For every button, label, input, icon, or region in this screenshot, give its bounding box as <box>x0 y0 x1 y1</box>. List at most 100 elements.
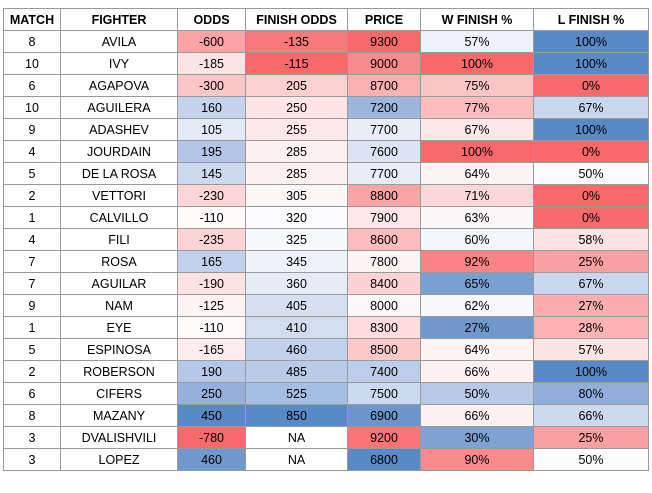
table-cell: 6 <box>3 74 61 97</box>
table-cell: 285 <box>245 162 348 185</box>
table-body: 8 AVILA -600 -135 9300 57% 100% 10 IVY -185 -115 90… <box>3 30 649 471</box>
table-cell: -135 <box>245 30 348 53</box>
table-cell: 525 <box>245 382 348 405</box>
table-cell: -110 <box>177 206 246 229</box>
table-cell: AGUILERA <box>60 96 178 119</box>
table-cell: 8000 <box>347 294 421 317</box>
table-cell: 100% <box>420 52 534 75</box>
table-cell: ROSA <box>60 250 178 273</box>
table-cell: 50% <box>533 448 649 471</box>
table-cell: 62% <box>420 294 534 317</box>
table-cell: 7 <box>3 272 61 295</box>
table-cell: 9300 <box>347 30 421 53</box>
table-cell: 50% <box>420 382 534 405</box>
table-cell: 57% <box>420 30 534 53</box>
table-cell: -115 <box>245 52 348 75</box>
table-cell: 250 <box>177 382 246 405</box>
table-cell: NA <box>245 448 348 471</box>
table-cell: 4 <box>3 228 61 251</box>
table-cell: 100% <box>533 52 649 75</box>
table-row: 4 JOURDAIN 195 285 7600 100% 0% <box>3 140 649 163</box>
table-cell: -600 <box>177 30 246 53</box>
header-cell: L FINISH % <box>533 8 649 31</box>
table-row: 10 AGUILERA 160 250 7200 77% 67% <box>3 96 649 119</box>
table-row: 2 VETTORI -230 305 8800 71% 0% <box>3 184 649 207</box>
table-cell: -300 <box>177 74 246 97</box>
table-row: 2 ROBERSON 190 485 7400 66% 100% <box>3 360 649 383</box>
table-cell: 10 <box>3 52 61 75</box>
table-row: 8 MAZANY 450 850 6900 66% 66% <box>3 404 649 427</box>
table-cell: 190 <box>177 360 246 383</box>
table-cell: 64% <box>420 338 534 361</box>
table-cell: 67% <box>420 118 534 141</box>
table-cell: 2 <box>3 184 61 207</box>
table-cell: 165 <box>177 250 246 273</box>
table-cell: 75% <box>420 74 534 97</box>
table-cell: 30% <box>420 426 534 449</box>
fighter-table: MATCH FIGHTER ODDS FINISH ODDS PRICE W FINISH… <box>3 8 649 471</box>
table-cell: -125 <box>177 294 246 317</box>
table-cell: 63% <box>420 206 534 229</box>
table-cell: 285 <box>245 140 348 163</box>
table-cell: 255 <box>245 118 348 141</box>
table-cell: 0% <box>533 184 649 207</box>
table-cell: 8 <box>3 30 61 53</box>
table-cell: 405 <box>245 294 348 317</box>
header-cell: ODDS <box>177 8 246 31</box>
table-row: 5 DE LA ROSA 145 285 7700 64% 50% <box>3 162 649 185</box>
table-cell: 360 <box>245 272 348 295</box>
table-row: 8 AVILA -600 -135 9300 57% 100% <box>3 30 649 53</box>
table-cell: 8800 <box>347 184 421 207</box>
table-cell: 25% <box>533 426 649 449</box>
table-row: 7 ROSA 165 345 7800 92% 25% <box>3 250 649 273</box>
header-cell: FIGHTER <box>60 8 178 31</box>
table-cell: 3 <box>3 426 61 449</box>
table-cell: 9 <box>3 294 61 317</box>
table-cell: 90% <box>420 448 534 471</box>
table-cell: 100% <box>533 30 649 53</box>
table-cell: 460 <box>245 338 348 361</box>
table-cell: 8300 <box>347 316 421 339</box>
table-cell: 65% <box>420 272 534 295</box>
table-cell: NA <box>245 426 348 449</box>
table-cell: NAM <box>60 294 178 317</box>
table-row: 5 ESPINOSA -165 460 8500 64% 57% <box>3 338 649 361</box>
table-cell: 305 <box>245 184 348 207</box>
table-cell: ESPINOSA <box>60 338 178 361</box>
table-cell: 145 <box>177 162 246 185</box>
table-cell: 58% <box>533 228 649 251</box>
table-cell: 28% <box>533 316 649 339</box>
table-cell: JOURDAIN <box>60 140 178 163</box>
table-cell: 6 <box>3 382 61 405</box>
table-cell: -110 <box>177 316 246 339</box>
table-cell: 67% <box>533 96 649 119</box>
table-cell: 320 <box>245 206 348 229</box>
table-cell: ROBERSON <box>60 360 178 383</box>
table-cell: 5 <box>3 338 61 361</box>
table-cell: 9000 <box>347 52 421 75</box>
table-cell: 8600 <box>347 228 421 251</box>
table-cell: 10 <box>3 96 61 119</box>
table-row: 4 FILI -235 325 8600 60% 58% <box>3 228 649 251</box>
table-cell: 8700 <box>347 74 421 97</box>
table-row: 9 ADASHEV 105 255 7700 67% 100% <box>3 118 649 141</box>
table-cell: 27% <box>533 294 649 317</box>
table-cell: 1 <box>3 316 61 339</box>
table-cell: 7800 <box>347 250 421 273</box>
table-row: 6 CIFERS 250 525 7500 50% 80% <box>3 382 649 405</box>
table-cell: 195 <box>177 140 246 163</box>
table-cell: ADASHEV <box>60 118 178 141</box>
table-cell: -185 <box>177 52 246 75</box>
table-cell: 8500 <box>347 338 421 361</box>
table-cell: 80% <box>533 382 649 405</box>
table-cell: 7700 <box>347 162 421 185</box>
table-cell: 60% <box>420 228 534 251</box>
table-cell: AGAPOVA <box>60 74 178 97</box>
table-cell: 92% <box>420 250 534 273</box>
table-cell: EYE <box>60 316 178 339</box>
table-cell: IVY <box>60 52 178 75</box>
table-cell: 485 <box>245 360 348 383</box>
table-cell: 8400 <box>347 272 421 295</box>
table-cell: 7500 <box>347 382 421 405</box>
